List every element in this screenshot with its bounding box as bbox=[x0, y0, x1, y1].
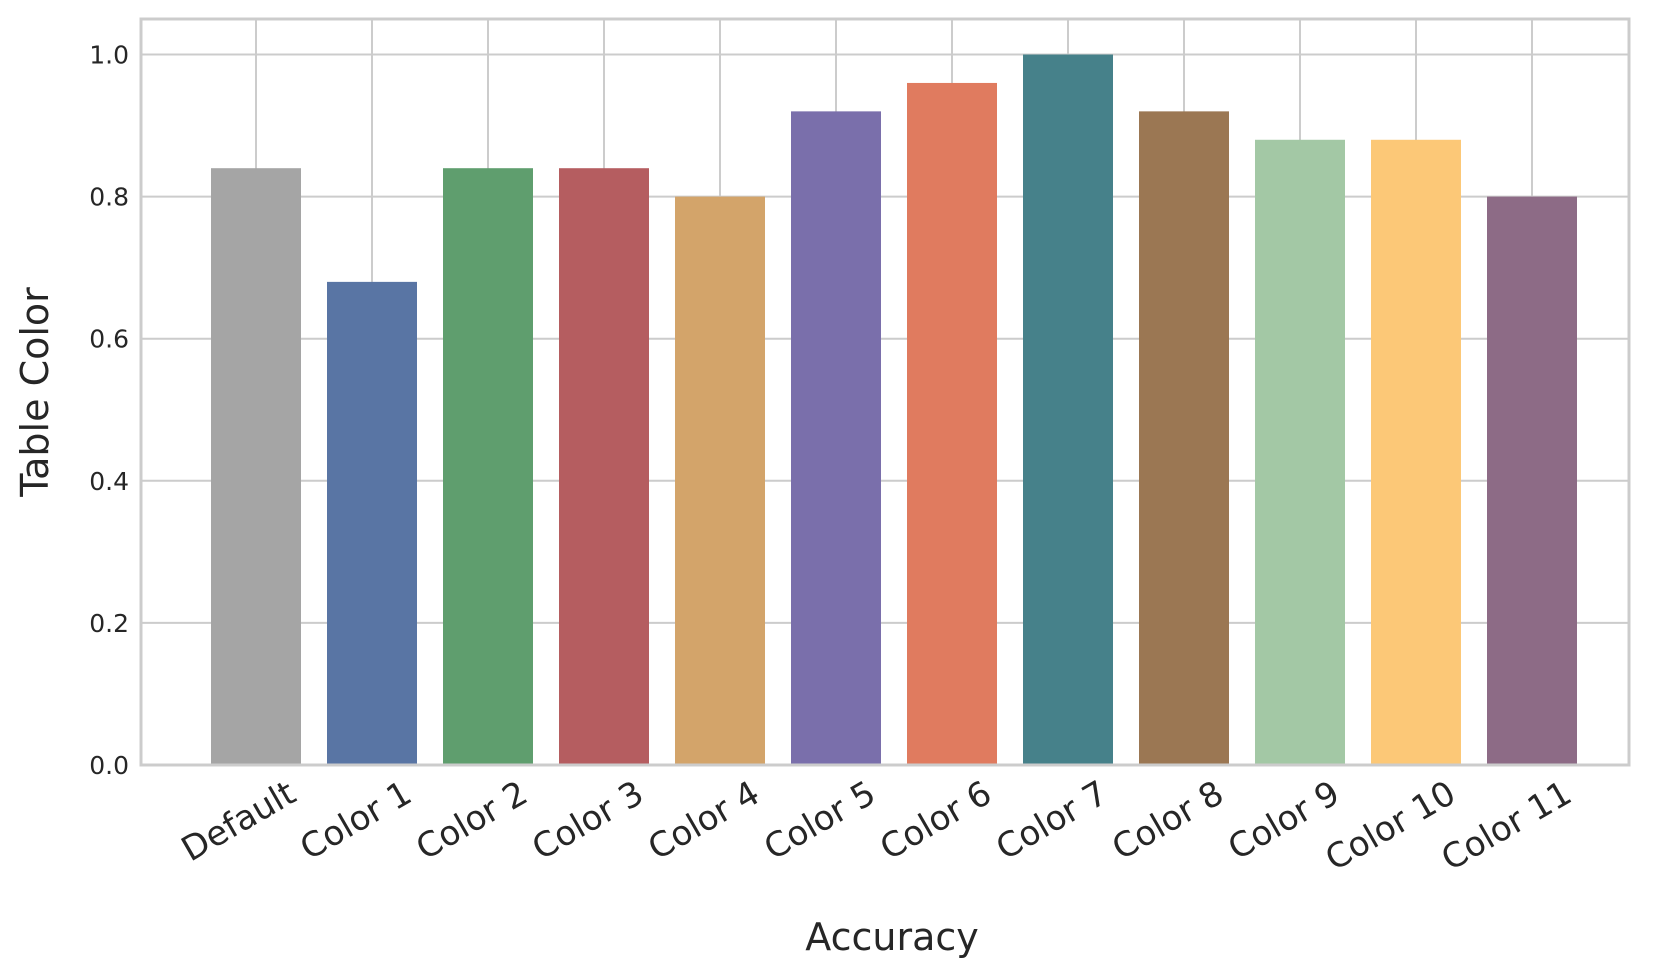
bar-color-8 bbox=[1139, 111, 1229, 765]
y-tick-label: 0.4 bbox=[89, 467, 129, 496]
bar-color-9 bbox=[1255, 139, 1345, 765]
plot-frame bbox=[139, 17, 1631, 767]
plot-border bbox=[139, 17, 1631, 767]
bar-color-6 bbox=[907, 82, 997, 765]
bar-color-2 bbox=[443, 168, 533, 765]
bar-color-1 bbox=[327, 281, 417, 765]
x-axis-title: Accuracy bbox=[805, 915, 979, 959]
bar-color-7 bbox=[1023, 54, 1113, 766]
bar-color-5 bbox=[791, 111, 881, 765]
y-tick-label: 0.0 bbox=[89, 751, 129, 780]
y-tick-label: 1.0 bbox=[89, 41, 129, 70]
bar-color-11 bbox=[1487, 196, 1577, 766]
y-axis-title: Table Color bbox=[13, 287, 57, 498]
y-tick-label: 0.8 bbox=[89, 183, 129, 212]
y-tick-label: 0.6 bbox=[89, 325, 129, 354]
bar-color-4 bbox=[675, 196, 765, 766]
bar-default bbox=[211, 168, 301, 765]
y-tick-label: 0.2 bbox=[89, 609, 129, 638]
bar-color-10 bbox=[1371, 139, 1461, 765]
y-tick-labels: 0.0 0.2 0.4 0.6 0.8 1.0 bbox=[89, 41, 129, 780]
bar-color-3 bbox=[559, 168, 649, 765]
bars bbox=[211, 54, 1577, 766]
